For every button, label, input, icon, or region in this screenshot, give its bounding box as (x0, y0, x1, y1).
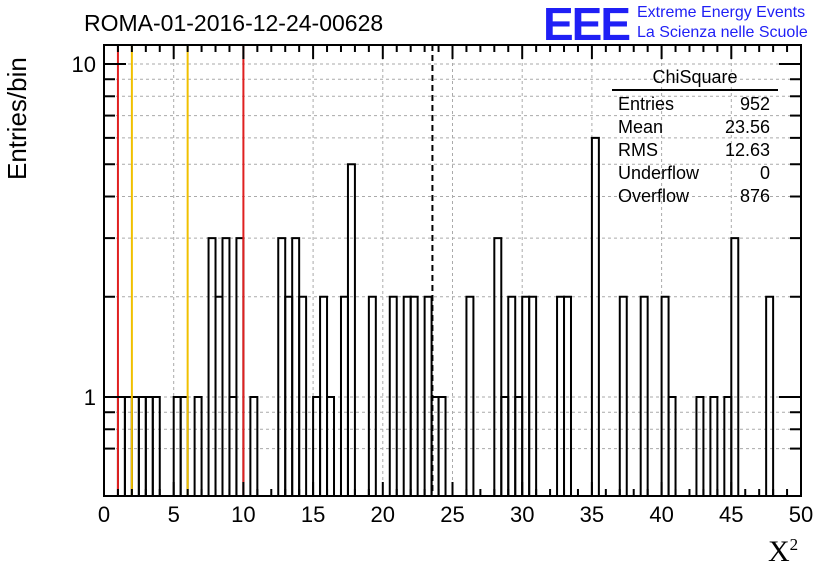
histogram-bin (563, 295, 572, 496)
histogram-bin (298, 295, 308, 496)
histogram-bin (695, 396, 705, 496)
stats-value: 0 (759, 163, 770, 183)
stats-box-title: ChiSquare (612, 67, 778, 91)
stats-label: RMS (618, 140, 658, 160)
histogram-bin (521, 295, 531, 496)
histogram-bin (556, 295, 566, 496)
stats-row-entries: Entries 952 (612, 93, 778, 116)
axis-ticks (103, 45, 802, 496)
chart-title: ROMA-01-2016-12-24-00628 (84, 10, 384, 36)
histogram-bin (618, 295, 628, 496)
x-tick-label: 50 (789, 502, 813, 527)
histogram-bin (193, 396, 203, 496)
stats-label: Entries (618, 94, 675, 114)
x-axis-label-symbol: X (768, 535, 790, 568)
histogram-bin (339, 295, 349, 496)
histogram-bin (214, 295, 224, 496)
x-tick-label: 35 (580, 502, 604, 527)
x-tick-label: 30 (510, 502, 534, 527)
stats-value: 952 (739, 94, 770, 114)
histogram-bin (221, 237, 231, 496)
x-tick-label: 40 (649, 502, 673, 527)
histogram-bin (207, 237, 217, 496)
x-tick-label: 5 (168, 502, 180, 527)
histogram-bin (319, 295, 329, 496)
marker-lines (116, 45, 434, 496)
y-axis-label: Entries/bin (2, 57, 32, 180)
histogram-bin (639, 295, 649, 496)
x-axis-label: X2 (768, 535, 798, 569)
histogram-bin (667, 396, 677, 496)
histogram-bin (507, 295, 517, 496)
stats-row-mean: Mean 23.56 (612, 116, 778, 139)
tick-labels: 0 5 10 15 20 25 30 35 40 45 50 1 10 (72, 52, 814, 527)
histogram-bin (660, 295, 670, 496)
histogram-bin (284, 295, 294, 496)
histogram-bin (326, 396, 336, 496)
histogram-bin (437, 396, 447, 496)
stats-value: 12.63 (724, 140, 770, 160)
logo-line-1: Extreme Energy Events (637, 4, 806, 21)
histogram-bin (528, 295, 538, 496)
eee-logo: EEE (543, 0, 631, 50)
x-tick-label: 10 (231, 502, 255, 527)
x-tick-label: 25 (440, 502, 464, 527)
x-tick-label: 20 (371, 502, 395, 527)
histogram-bin (465, 295, 475, 496)
x-axis-label-superscript: 2 (789, 535, 799, 554)
stats-row-rms: RMS 12.63 (612, 139, 778, 162)
stats-value: 876 (739, 186, 770, 206)
logo-line-2: La Scienza nelle Scuole (637, 24, 808, 41)
x-tick-label: 0 (98, 502, 110, 527)
histogram-bin (277, 237, 287, 496)
histogram-bin (590, 136, 600, 496)
histogram-bin (249, 396, 259, 496)
y-tick-label: 10 (72, 52, 96, 77)
stats-row-overflow: Overflow 876 (612, 185, 778, 208)
stats-label: Mean (618, 117, 664, 137)
logo-caption: Extreme Energy Events La Scienza nelle S… (637, 3, 808, 43)
histogram-bin (235, 237, 245, 496)
histogram-bin (709, 396, 719, 496)
histogram-bin (409, 295, 419, 496)
histogram-bin (730, 237, 740, 496)
histogram-bin (423, 295, 433, 496)
stats-label: Overflow (618, 186, 690, 206)
grid-lines (104, 45, 801, 496)
stats-label: Underflow (618, 163, 700, 183)
histogram-bin (493, 237, 503, 496)
histogram-bin (388, 295, 398, 496)
y-tick-label: 1 (84, 385, 96, 410)
histogram-bin (151, 396, 161, 496)
x-tick-label: 15 (301, 502, 325, 527)
stats-rows: Entries 952 Mean 23.56 RMS 12.63 Underflow 0 Ove… (612, 93, 778, 208)
histogram-bin (402, 295, 412, 496)
histogram-bin (367, 295, 377, 496)
stats-box: ChiSquare Entries 952 Mean 23.56 RMS 12.63 Und… (612, 67, 778, 208)
stats-value: 23.56 (724, 117, 770, 137)
x-tick-label: 45 (719, 502, 743, 527)
histogram-bin (346, 163, 356, 496)
histogram-bin (291, 237, 301, 496)
stats-row-underflow: Underflow 0 (612, 162, 778, 185)
histogram-bin (765, 295, 775, 496)
